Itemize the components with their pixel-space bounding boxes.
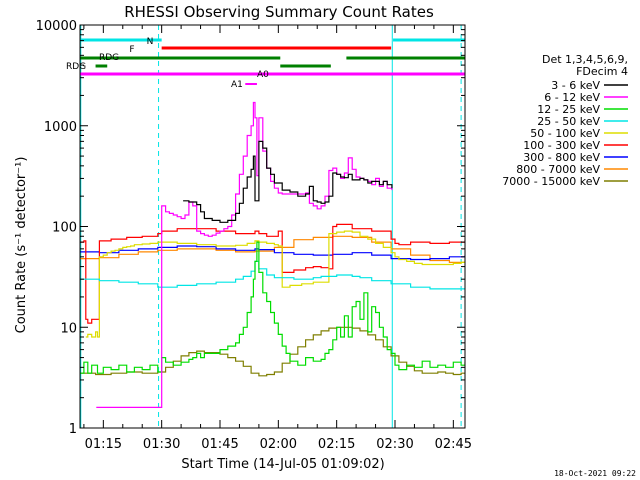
x-tick-label: 02:00 — [260, 437, 297, 452]
series-group — [80, 101, 465, 408]
flag-bars: N F RDG RDG A0 A1 — [66, 37, 465, 90]
x-axis-label: Start Time (14-Jul-05 01:09:02) — [181, 457, 384, 472]
legend-label: 6 - 12 keV — [544, 91, 600, 104]
series-line-12-25keV — [80, 241, 465, 374]
legend-label: 12 - 25 keV — [537, 103, 600, 116]
flag-label-a1: A1 — [231, 80, 243, 90]
legend-label: 25 - 50 keV — [537, 115, 600, 128]
series-line-50-100keV — [85, 230, 465, 338]
y-tick-label: 10000 — [36, 19, 77, 34]
series-line-25-50keV — [80, 260, 465, 290]
series-line-300-800keV — [80, 245, 465, 261]
legend-label: 100 - 300 keV — [523, 139, 600, 152]
x-tick-label: 01:45 — [201, 437, 238, 452]
legend-header: FDecim 4 — [576, 65, 628, 78]
legend-label: 300 - 800 keV — [523, 151, 600, 164]
axes: 1 10 100 1000 10000 01:15 01:30 01:45 02:00 02:15… — [36, 19, 472, 452]
legend-label: 3 - 6 keV — [551, 79, 600, 92]
legend-label: 800 - 7000 keV — [516, 163, 600, 176]
x-tick-label: 02:15 — [318, 437, 355, 452]
x-tick-label: 02:30 — [376, 437, 413, 452]
y-axis-label: Count Rate (s⁻¹ detector⁻¹) — [14, 157, 29, 334]
series-line-100-300keV — [80, 223, 465, 324]
y-tick-label: 1000 — [44, 120, 77, 135]
flag-label-a0: A0 — [257, 70, 269, 80]
flag-label-rdg: RDG — [66, 62, 86, 72]
y-tick-label: 100 — [52, 221, 77, 236]
series-line-6-12keV — [96, 101, 393, 408]
series-line-800-7000keV — [80, 235, 465, 263]
flag-label-n: N — [147, 37, 154, 47]
legend-label: 7000 - 15000 keV — [502, 175, 600, 188]
footer-date: 18-Oct-2021 09:22 — [554, 469, 636, 478]
x-tick-label: 02:45 — [435, 437, 472, 452]
y-tick-label: 10 — [60, 321, 77, 336]
flag-label-rdg: RDG — [99, 53, 119, 63]
legend-header: Det 1,3,4,5,6,9, — [542, 53, 628, 66]
y-tick-label: 1 — [69, 422, 77, 437]
x-tick-label: 01:15 — [85, 437, 122, 452]
chart-title: RHESSI Observing Summary Count Rates — [124, 3, 434, 21]
x-tick-label: 01:30 — [143, 437, 180, 452]
legend-label: 50 - 100 keV — [530, 127, 600, 140]
flag-label-f: F — [129, 45, 134, 55]
series-line-3-6keV — [183, 140, 393, 223]
